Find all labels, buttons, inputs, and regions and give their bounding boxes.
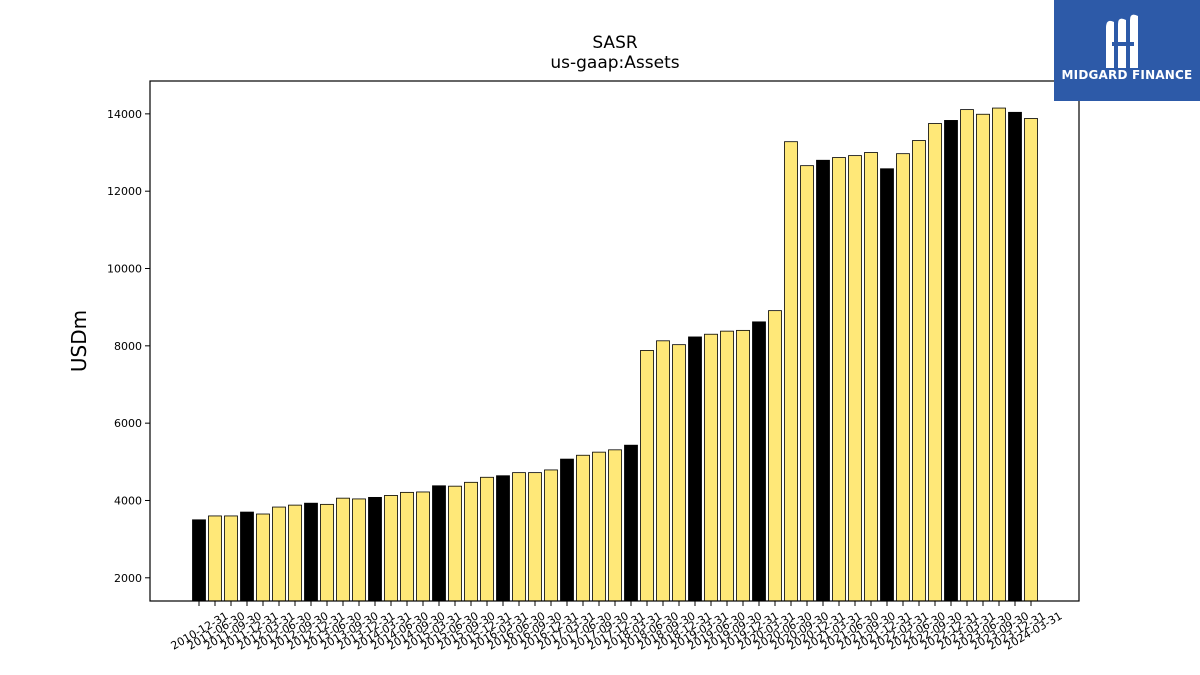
bar-44 [896, 153, 910, 602]
bar-40 [832, 157, 846, 602]
bar-2 [224, 515, 238, 602]
bar-33 [720, 330, 734, 602]
bar-43 [880, 168, 894, 602]
y-axis-ticks: 2000 4000 6000 8000 10000 12000 14000 [107, 108, 150, 585]
bar-37 [784, 141, 798, 602]
midgard-logo-icon [1106, 14, 1138, 69]
bar-11 [368, 496, 382, 602]
bar-7 [304, 502, 318, 602]
bar-51 [1008, 111, 1022, 602]
bar-3 [240, 511, 254, 602]
bar-39 [816, 159, 830, 602]
bar-0 [192, 519, 206, 602]
bar-23 [560, 458, 574, 602]
bar-25 [592, 451, 606, 602]
plot-frame [149, 80, 1080, 602]
bar-29 [656, 340, 670, 602]
y-tick-label: 4000 [114, 494, 142, 507]
bar-15 [432, 485, 446, 602]
bar-4 [256, 513, 270, 602]
bar-45 [912, 140, 926, 602]
bar-18 [480, 476, 494, 602]
bar-24 [576, 454, 590, 602]
bar-12 [384, 495, 398, 602]
y-tick-label: 8000 [114, 340, 142, 353]
bar-41 [848, 155, 862, 602]
bar-20 [512, 472, 526, 602]
y-tick-label: 10000 [107, 263, 142, 276]
bar-9 [336, 497, 350, 602]
bar-19 [496, 475, 510, 602]
y-tick-label: 6000 [114, 417, 142, 430]
bar-30 [672, 344, 686, 602]
bar-48 [960, 109, 974, 602]
bar-17 [464, 481, 478, 602]
bar-52 [1024, 118, 1038, 602]
bar-47 [944, 120, 958, 602]
bar-14 [416, 491, 430, 602]
bar-8 [320, 503, 334, 602]
bar-5 [272, 506, 286, 602]
bar-49 [976, 113, 990, 602]
chart-subtitle: us-gaap:Assets [550, 53, 679, 73]
bar-26 [608, 449, 622, 602]
y-tick-label: 14000 [107, 108, 142, 121]
bar-46 [928, 123, 942, 602]
bar-27 [624, 444, 638, 602]
logo-text: MIDGARD FINANCE [1061, 68, 1193, 82]
bar-36 [768, 310, 782, 602]
bar-28 [640, 350, 654, 602]
bar-22 [544, 469, 558, 602]
chart-title: SASR [592, 33, 638, 53]
bar-1 [208, 515, 222, 602]
bar-16 [448, 485, 462, 602]
bar-38 [800, 165, 814, 602]
y-tick-label: 2000 [114, 572, 142, 585]
bar-35 [752, 321, 766, 602]
y-tick-label: 12000 [107, 185, 142, 198]
bar-10 [352, 498, 366, 602]
midgard-finance-logo: MIDGARD FINANCE [1054, 0, 1200, 101]
x-axis-ticks: 2010-12-312011-06-302011-09-302011-12-31… [169, 601, 1065, 653]
bars [192, 107, 1038, 602]
bar-6 [288, 504, 302, 602]
bar-32 [704, 333, 718, 602]
bar-31 [688, 336, 702, 602]
y-axis-label: USDm [67, 310, 91, 372]
bar-21 [528, 472, 542, 602]
bar-50 [992, 107, 1006, 602]
bar-34 [736, 329, 750, 602]
bar-13 [400, 491, 414, 602]
bar-42 [864, 152, 878, 602]
